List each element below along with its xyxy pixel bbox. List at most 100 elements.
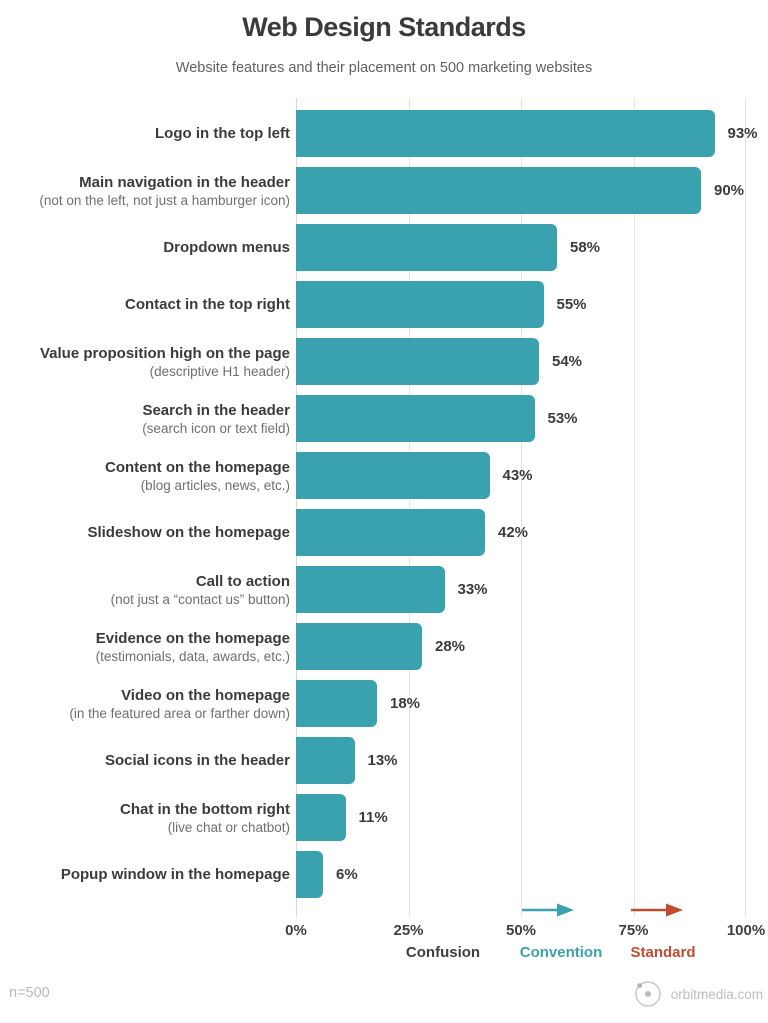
page-subtitle: Website features and their placement on … xyxy=(175,60,593,76)
bar xyxy=(296,680,377,727)
value-label: 13% xyxy=(367,752,398,769)
value-label: 11% xyxy=(358,809,388,826)
category-label-sub: (not just a “contact us” button) xyxy=(110,591,290,607)
bar-row: Social icons in the header 13% xyxy=(0,732,768,789)
bar-track: 58% xyxy=(296,224,746,271)
legend-item-confusion: Confusion xyxy=(405,944,481,961)
bar-track: 93% xyxy=(296,110,758,157)
category-label: Value proposition high on the page (desc… xyxy=(0,344,290,380)
bar-track: 54% xyxy=(296,338,746,385)
gridline xyxy=(521,98,522,917)
bar xyxy=(296,509,485,556)
value-label: 55% xyxy=(556,296,587,313)
bar-track: 33% xyxy=(296,566,746,613)
value-label: 53% xyxy=(547,410,578,427)
category-label-main: Evidence on the homepage xyxy=(95,629,290,647)
gridlines xyxy=(296,98,746,917)
category-label-sub: (live chat or chatbot) xyxy=(167,819,290,835)
category-label-sub: (blog articles, news, etc.) xyxy=(140,477,290,493)
bar xyxy=(296,794,346,841)
bar xyxy=(296,110,715,157)
sample-size-note: n=500 xyxy=(9,985,50,1001)
value-label: 28% xyxy=(435,638,466,655)
category-label: Social icons in the header xyxy=(0,751,290,770)
category-label-sub: (in the featured area or farther down) xyxy=(69,705,290,721)
convention-arrow-icon xyxy=(522,903,574,917)
category-label: Logo in the top left xyxy=(0,124,290,143)
category-label-sub: (search icon or text field) xyxy=(142,420,290,436)
value-label: 43% xyxy=(502,467,533,484)
value-label: 58% xyxy=(570,239,601,256)
bar xyxy=(296,623,422,670)
category-label-main: Popup window in the homepage xyxy=(60,866,290,883)
bar-chart: Logo in the top left 93% Main navigation… xyxy=(0,98,768,968)
bar xyxy=(296,851,323,898)
standard-arrow-icon xyxy=(631,903,683,917)
bar xyxy=(296,281,544,328)
bar-track: 11% xyxy=(296,794,746,841)
category-label-main: Content on the homepage xyxy=(105,458,290,476)
category-label-sub: (not on the left, not just a hamburger i… xyxy=(39,192,290,208)
bar-track: 43% xyxy=(296,452,746,499)
bar-row: Main navigation in the header (not on th… xyxy=(0,162,768,219)
bar-row: Logo in the top left 93% xyxy=(0,105,768,162)
value-label: 90% xyxy=(714,182,745,199)
bar-track: 55% xyxy=(296,281,746,328)
bar-row: Contact in the top right 55% xyxy=(0,276,768,333)
category-label-main: Main navigation in the header xyxy=(79,173,290,191)
category-label-main: Search in the header xyxy=(142,401,290,419)
bar-row: Call to action (not just a “contact us” … xyxy=(0,561,768,618)
bar-row: Evidence on the homepage (testimonials, … xyxy=(0,618,768,675)
gridline xyxy=(745,98,746,917)
bar xyxy=(296,338,539,385)
category-label: Chat in the bottom right (live chat or c… xyxy=(0,800,290,836)
category-label-main: Chat in the bottom right xyxy=(120,800,290,818)
bar xyxy=(296,566,445,613)
category-label-main: Contact in the top right xyxy=(125,296,290,313)
bar xyxy=(296,167,701,214)
bar xyxy=(296,224,557,271)
bar-row: Search in the header (search icon or tex… xyxy=(0,390,768,447)
brand-mark: orbitmedia.com xyxy=(631,977,763,1011)
bar-row: Chat in the bottom right (live chat or c… xyxy=(0,789,768,846)
x-tick-label: 50% xyxy=(505,922,537,939)
gridline xyxy=(633,98,635,917)
category-label: Slideshow on the homepage xyxy=(0,523,290,542)
value-label: 93% xyxy=(727,125,758,142)
bar-track: 13% xyxy=(296,737,746,784)
bar xyxy=(296,395,535,442)
category-label: Main navigation in the header (not on th… xyxy=(0,173,290,209)
page-title: Web Design Standards xyxy=(242,12,526,42)
bar xyxy=(296,737,355,784)
category-label-main: Value proposition high on the page xyxy=(39,344,290,362)
bar-row: Dropdown menus 58% xyxy=(0,219,768,276)
x-tick-label: 25% xyxy=(393,922,424,939)
category-label: Dropdown menus xyxy=(0,238,290,257)
category-label-main: Social icons in the header xyxy=(104,752,290,769)
x-tick-label: 100% xyxy=(726,922,766,939)
legend-item-convention: Convention xyxy=(519,944,603,961)
x-axis-ticks: 0% 25% 50% 75% 100% xyxy=(0,920,768,944)
category-label: Video on the homepage (in the featured a… xyxy=(0,686,290,722)
x-tick-label: 0% xyxy=(285,922,307,939)
gridline xyxy=(296,98,297,917)
category-label: Popup window in the homepage xyxy=(0,865,290,884)
bar-row: Value proposition high on the page (desc… xyxy=(0,333,768,390)
bar-track: 6% xyxy=(296,851,746,898)
category-label: Evidence on the homepage (testimonials, … xyxy=(0,629,290,665)
value-label: 18% xyxy=(390,695,421,712)
axis-arrow-strip xyxy=(0,903,768,917)
category-label-main: Slideshow on the homepage xyxy=(87,524,290,541)
bar-rows: Logo in the top left 93% Main navigation… xyxy=(0,98,768,903)
x-tick-label: 75% xyxy=(618,922,649,939)
value-label: 42% xyxy=(498,524,529,541)
category-label-main: Dropdown menus xyxy=(163,239,290,256)
category-label-main: Video on the homepage xyxy=(121,686,290,704)
bar-track: 53% xyxy=(296,395,746,442)
legend: Confusion Convention Standard xyxy=(0,944,768,968)
category-label: Content on the homepage (blog articles, … xyxy=(0,458,290,494)
value-label: 54% xyxy=(552,353,583,370)
bar-track: 28% xyxy=(296,623,746,670)
category-label-main: Logo in the top left xyxy=(155,125,290,142)
